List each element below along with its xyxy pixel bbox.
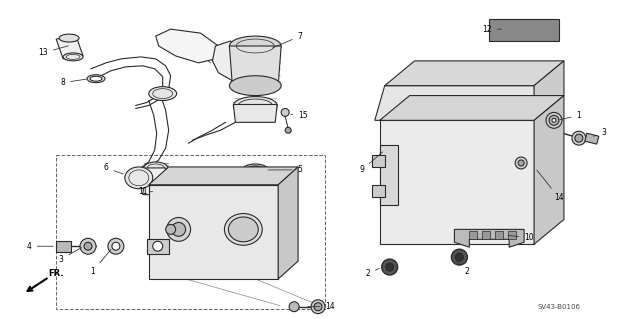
Circle shape [546, 112, 562, 128]
Polygon shape [380, 96, 564, 120]
Ellipse shape [63, 53, 83, 61]
Text: 12: 12 [483, 25, 501, 33]
Circle shape [451, 249, 467, 265]
Circle shape [112, 242, 120, 250]
Polygon shape [469, 231, 477, 239]
Polygon shape [147, 239, 169, 254]
Polygon shape [483, 231, 490, 239]
Polygon shape [534, 61, 564, 130]
Polygon shape [375, 85, 539, 120]
Circle shape [281, 108, 289, 116]
Text: FR.: FR. [49, 270, 64, 278]
Text: 2: 2 [456, 261, 470, 276]
Polygon shape [56, 241, 71, 252]
Text: 3: 3 [59, 248, 82, 263]
Circle shape [381, 259, 397, 275]
Polygon shape [56, 36, 83, 59]
Text: 1: 1 [559, 111, 581, 120]
Polygon shape [229, 46, 281, 85]
Polygon shape [148, 167, 298, 185]
Polygon shape [148, 185, 278, 279]
Circle shape [311, 300, 325, 314]
Ellipse shape [229, 76, 281, 96]
Ellipse shape [228, 217, 259, 242]
Ellipse shape [243, 164, 268, 176]
Polygon shape [508, 231, 516, 239]
Circle shape [289, 302, 299, 312]
Text: 1: 1 [91, 249, 111, 276]
Text: 7: 7 [273, 32, 303, 48]
Polygon shape [380, 145, 397, 204]
Circle shape [456, 253, 463, 261]
Polygon shape [372, 155, 385, 167]
Polygon shape [585, 133, 599, 144]
Circle shape [575, 134, 583, 142]
Text: 15: 15 [291, 111, 308, 120]
Polygon shape [385, 61, 564, 85]
Circle shape [386, 263, 394, 271]
Circle shape [515, 157, 527, 169]
Text: SV43-B0106: SV43-B0106 [538, 304, 580, 310]
Polygon shape [278, 167, 298, 279]
Polygon shape [212, 41, 248, 81]
Text: 3: 3 [593, 128, 606, 137]
Circle shape [153, 241, 163, 251]
Polygon shape [143, 168, 166, 195]
Circle shape [80, 238, 96, 254]
Text: 8: 8 [61, 78, 86, 87]
Text: 14: 14 [537, 170, 564, 202]
Polygon shape [489, 19, 559, 41]
Ellipse shape [234, 97, 277, 115]
Polygon shape [234, 105, 277, 122]
Text: 11: 11 [138, 187, 153, 196]
Ellipse shape [87, 75, 105, 83]
Circle shape [314, 303, 322, 311]
Text: 10: 10 [508, 233, 534, 242]
Text: 4: 4 [27, 242, 53, 251]
Text: 13: 13 [38, 46, 68, 57]
Circle shape [172, 222, 186, 236]
Ellipse shape [90, 76, 102, 81]
Text: 6: 6 [104, 163, 124, 174]
Ellipse shape [225, 213, 262, 245]
Circle shape [518, 160, 524, 166]
Polygon shape [495, 231, 503, 239]
Polygon shape [380, 120, 534, 244]
Ellipse shape [144, 162, 168, 174]
Polygon shape [156, 29, 218, 63]
Ellipse shape [246, 166, 264, 174]
Ellipse shape [59, 34, 79, 42]
Text: 5: 5 [268, 166, 303, 174]
Text: 9: 9 [360, 152, 383, 174]
Circle shape [549, 115, 559, 125]
Circle shape [108, 238, 124, 254]
Ellipse shape [125, 167, 153, 189]
Bar [56, 155, 325, 309]
Text: 2: 2 [365, 268, 380, 278]
Ellipse shape [229, 36, 281, 56]
Circle shape [166, 218, 191, 241]
Circle shape [166, 225, 175, 234]
Circle shape [552, 118, 556, 122]
Polygon shape [534, 96, 564, 244]
Polygon shape [372, 185, 385, 197]
Ellipse shape [148, 87, 177, 100]
Text: 14: 14 [308, 302, 335, 311]
Circle shape [285, 127, 291, 133]
Polygon shape [454, 229, 524, 247]
Circle shape [572, 131, 586, 145]
Circle shape [84, 242, 92, 250]
